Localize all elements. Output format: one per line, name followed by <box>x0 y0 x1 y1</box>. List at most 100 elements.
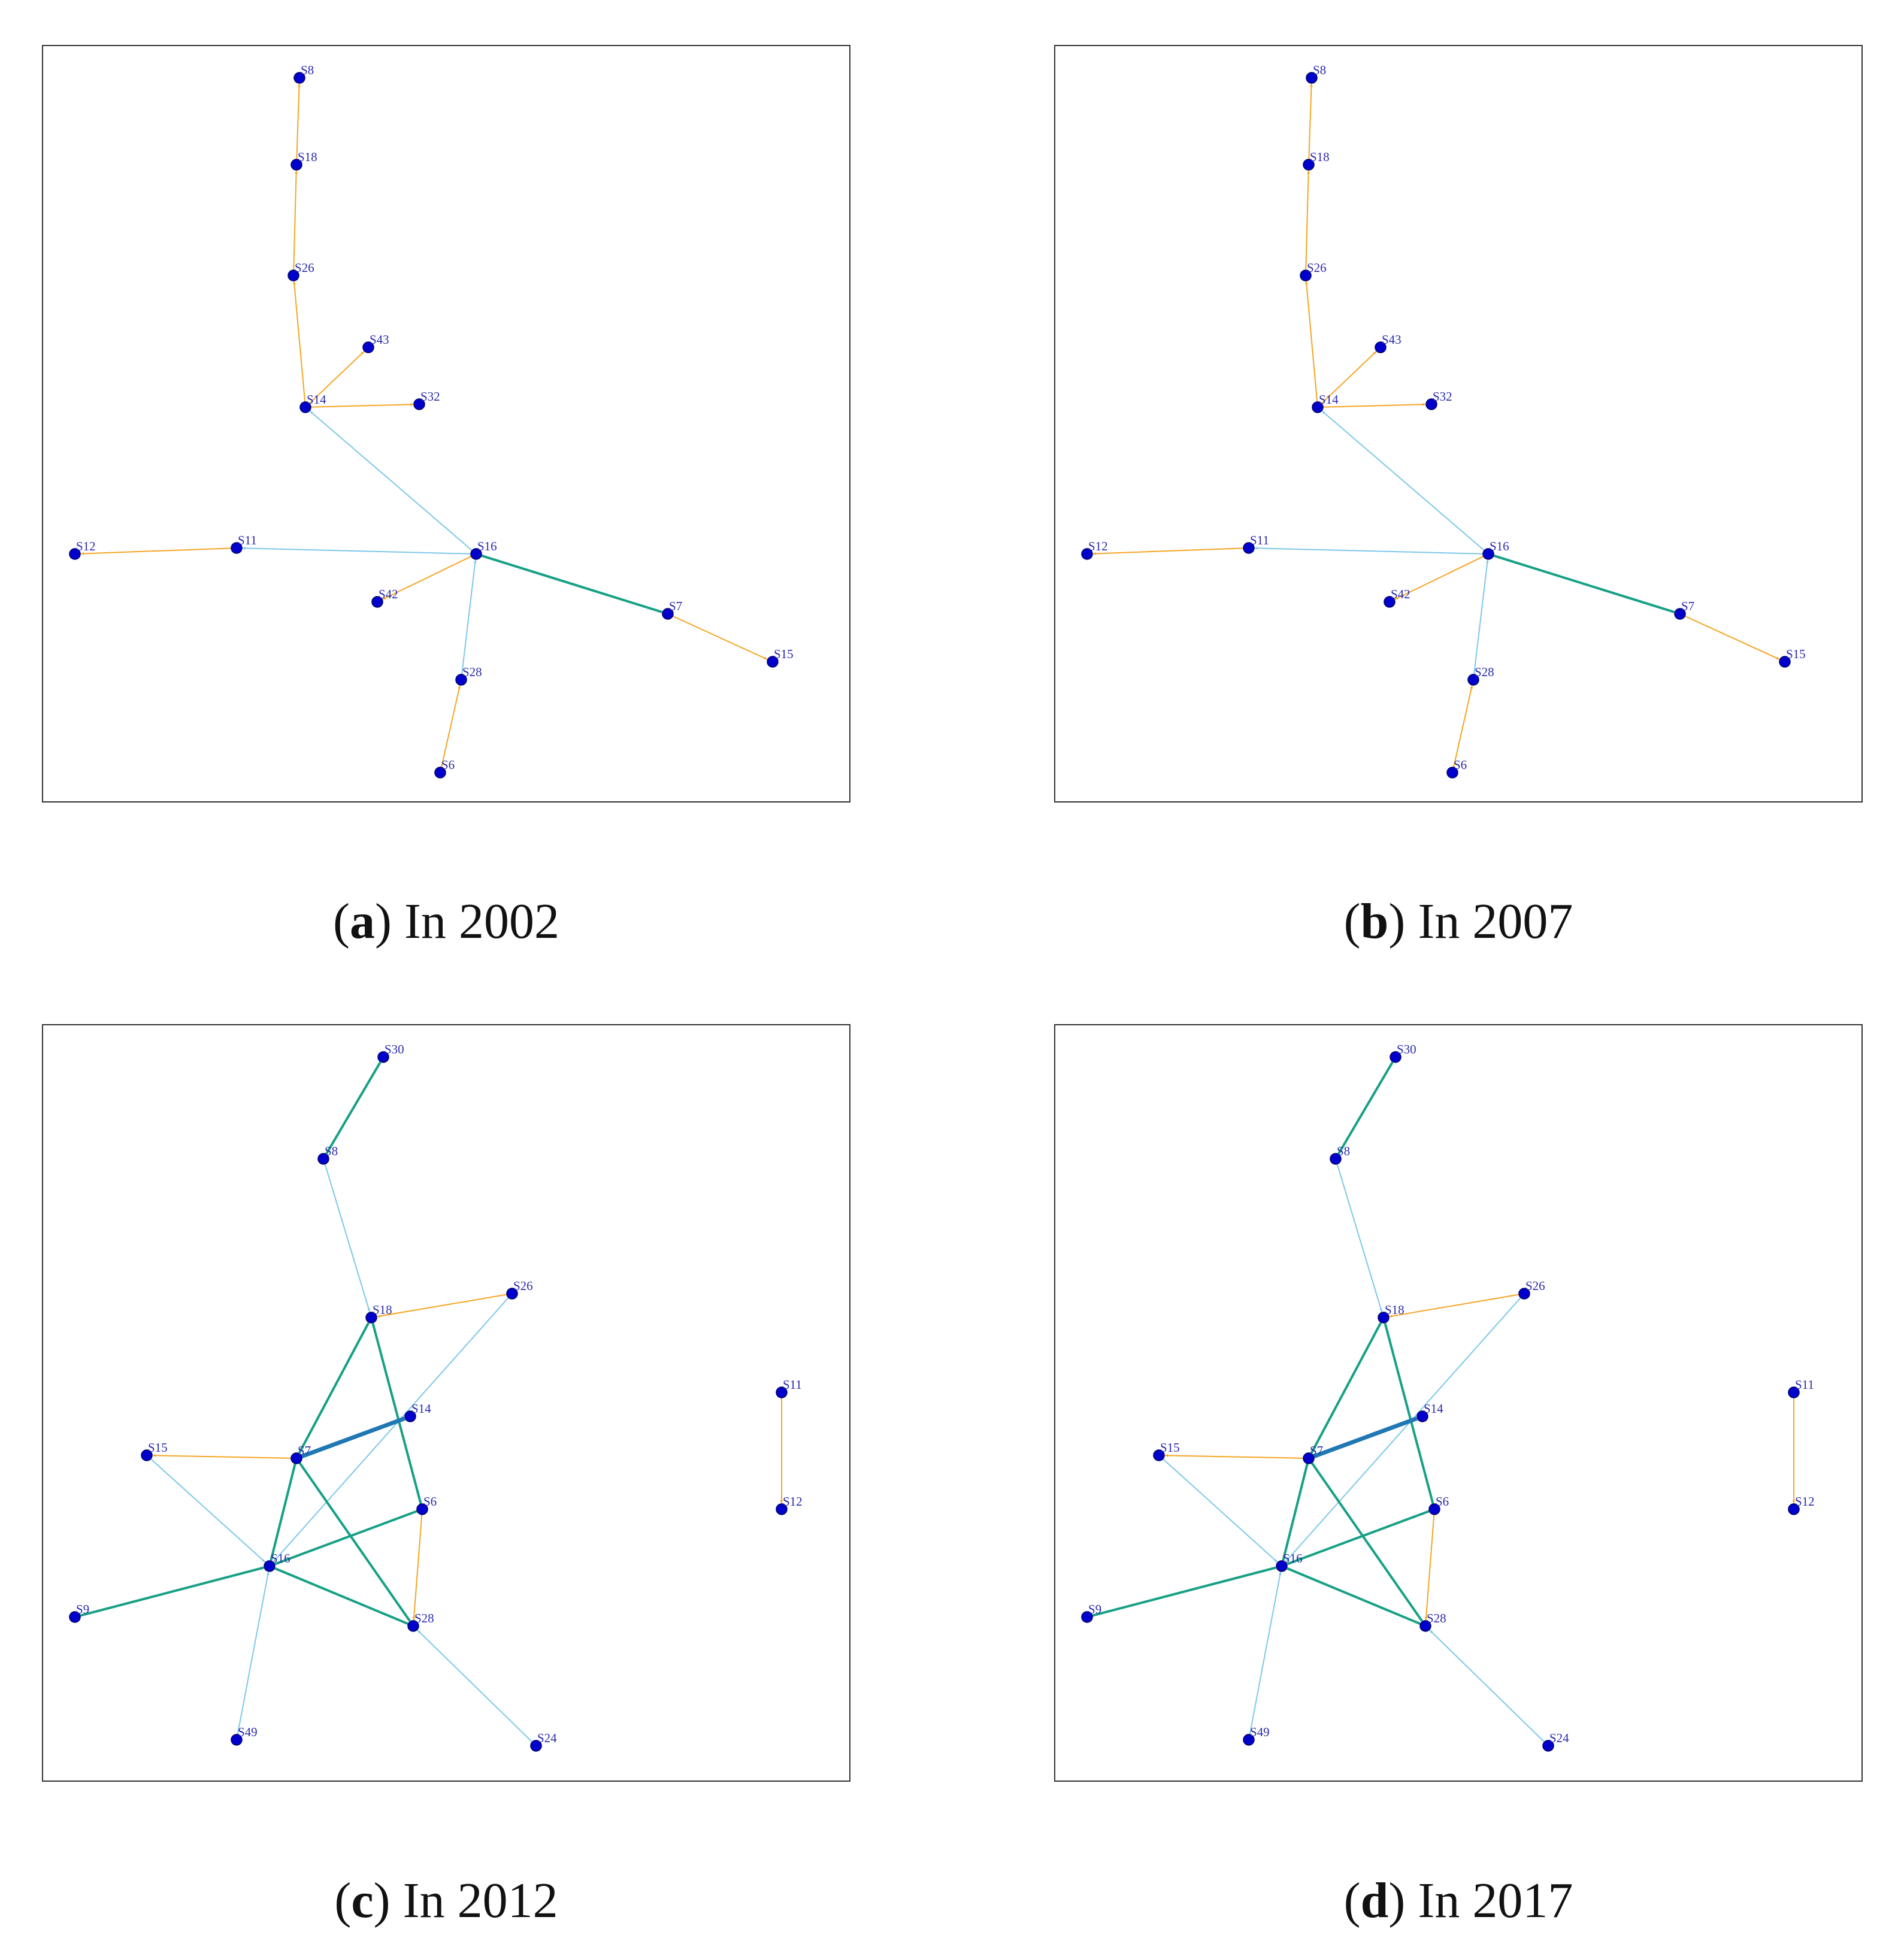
node-s28 <box>455 674 467 686</box>
node-label-s26: S26 <box>295 261 314 275</box>
network-diagram-d: S30 S8 S26 S18 S11 S14 S15 S7 S6 S12 S16 S9 S28 S49 S2… <box>1054 1024 1863 1782</box>
edge-s28-to-s16 <box>1473 559 1489 675</box>
node-label-s12: S12 <box>1088 539 1108 553</box>
node-label-s28: S28 <box>462 665 482 679</box>
edge-s9-to-s16 <box>1092 1566 1276 1617</box>
node-s14 <box>404 1410 416 1422</box>
panel-frame <box>42 1024 850 1782</box>
node-label-s28: S28 <box>1427 1611 1446 1625</box>
node-label-s6: S6 <box>1454 758 1467 772</box>
edge-s6-to-s28 <box>441 685 461 768</box>
edge-s28-to-s16 <box>274 1567 409 1625</box>
edge-s7-to-s15 <box>1164 1454 1304 1459</box>
edge-s26-to-s18 <box>1305 170 1310 271</box>
edge-s16-to-s7 <box>480 554 663 613</box>
edge-s7-to-s14 <box>301 1416 405 1459</box>
panel-frame <box>1054 1024 1863 1782</box>
node-s16 <box>470 548 482 560</box>
node-label-s49: S49 <box>238 1725 258 1739</box>
node-s16 <box>1482 548 1494 560</box>
node-s15 <box>1779 656 1791 668</box>
edge-s11-to-s12 <box>1092 547 1244 555</box>
node-label-s18: S18 <box>1385 1303 1404 1317</box>
edge-s26-to-s16 <box>273 1297 509 1563</box>
node-s7 <box>290 1452 302 1464</box>
node-label-s18: S18 <box>298 150 317 164</box>
edge-s7-to-s15 <box>672 615 768 660</box>
edge-s8-to-s18 <box>324 1164 371 1312</box>
node-s14 <box>299 401 311 413</box>
node-s11 <box>776 1386 788 1398</box>
caption-c: (c) In 2012 <box>334 1873 558 1928</box>
node-s8 <box>1330 1153 1342 1165</box>
edge-s16-to-s11 <box>1254 546 1484 555</box>
edge-s15-to-s16 <box>150 1458 266 1563</box>
node-s15 <box>141 1449 153 1461</box>
node-s14 <box>1416 1410 1428 1422</box>
node-label-s7: S7 <box>1310 1443 1323 1458</box>
node-s15 <box>767 656 779 668</box>
node-label-s28: S28 <box>414 1611 434 1625</box>
edge-s16-to-s14 <box>309 410 473 551</box>
node-s8 <box>317 1153 329 1165</box>
node-s49 <box>231 1734 243 1746</box>
node-s26 <box>506 1288 518 1300</box>
node-s26 <box>1300 270 1312 281</box>
node-label-s11: S11 <box>238 533 257 547</box>
edge-s26-to-s18 <box>293 170 298 271</box>
node-s7 <box>1303 1452 1315 1464</box>
node-label-s7: S7 <box>1681 599 1694 613</box>
edge-s14-to-s32 <box>1322 402 1426 408</box>
node-label-s14: S14 <box>1319 392 1339 407</box>
edge-s8-to-s30 <box>1337 1061 1394 1155</box>
node-s28 <box>1419 1620 1431 1632</box>
node-s8 <box>1306 72 1318 84</box>
edge-s26-to-s18 <box>1389 1294 1519 1318</box>
edge-s14-to-s43 <box>308 351 365 404</box>
node-s30 <box>377 1051 389 1063</box>
network-panel-a: S8 S18 S26 S43 S14 S32 S12 S11 S16 S42 S7 S28 S15 S6 <box>42 45 850 803</box>
node-s14 <box>1312 401 1324 413</box>
node-label-s16: S16 <box>477 539 497 553</box>
node-s18 <box>365 1312 377 1324</box>
node-label-s16: S16 <box>1490 539 1509 553</box>
edge-s7-to-s14 <box>1313 1416 1418 1459</box>
node-label-s24: S24 <box>537 1731 557 1745</box>
node-label-s11: S11 <box>1795 1377 1814 1392</box>
edge-s6-to-s16 <box>1287 1510 1430 1566</box>
node-label-s7: S7 <box>669 599 682 613</box>
caption-a: (a) In 2002 <box>333 894 559 949</box>
edge-s49-to-s16 <box>1249 1571 1282 1735</box>
node-label-s43: S43 <box>370 332 389 347</box>
edge-s26-to-s18 <box>377 1294 507 1318</box>
node-s12 <box>69 548 81 560</box>
edge-s6-to-s18 <box>371 1323 422 1504</box>
network-diagram-c: S30 S8 S26 S18 S11 S14 S15 S7 S6 S12 S16 S9 S28 S49 S2… <box>42 1024 850 1782</box>
edge-s6-to-s18 <box>1384 1323 1434 1504</box>
edge-s28-to-s16 <box>461 559 477 675</box>
edge-s15-to-s16 <box>1163 1458 1278 1563</box>
node-label-s32: S32 <box>1433 389 1452 404</box>
node-label-s11: S11 <box>783 1377 802 1392</box>
edge-s7-to-s28 <box>1310 1462 1423 1622</box>
node-s12 <box>1081 548 1093 560</box>
edge-s18-to-s8 <box>1308 83 1313 160</box>
node-label-s15: S15 <box>1160 1440 1180 1455</box>
network-diagram-b: S8 S18 S26 S43 S14 S32 S12 S11 S16 S42 S7 S28 S15 S6 <box>1054 45 1863 803</box>
edge-s7-to-s15 <box>1684 615 1780 660</box>
node-s42 <box>1384 596 1396 608</box>
node-label-s6: S6 <box>423 1494 437 1509</box>
edge-s6-to-s28 <box>1453 685 1473 768</box>
edge-s24-to-s28 <box>1429 1630 1545 1743</box>
node-label-s6: S6 <box>441 758 455 772</box>
edge-s14-to-s43 <box>1321 351 1377 404</box>
node-label-s16: S16 <box>271 1551 290 1566</box>
node-s18 <box>1378 1312 1390 1324</box>
node-s6 <box>434 767 446 779</box>
edge-s18-to-s8 <box>296 83 301 160</box>
node-label-s49: S49 <box>1250 1725 1270 1739</box>
node-s6 <box>1446 767 1458 779</box>
node-label-s8: S8 <box>1313 63 1326 77</box>
panel-frame <box>42 45 850 803</box>
edge-s14-to-s32 <box>310 402 414 408</box>
